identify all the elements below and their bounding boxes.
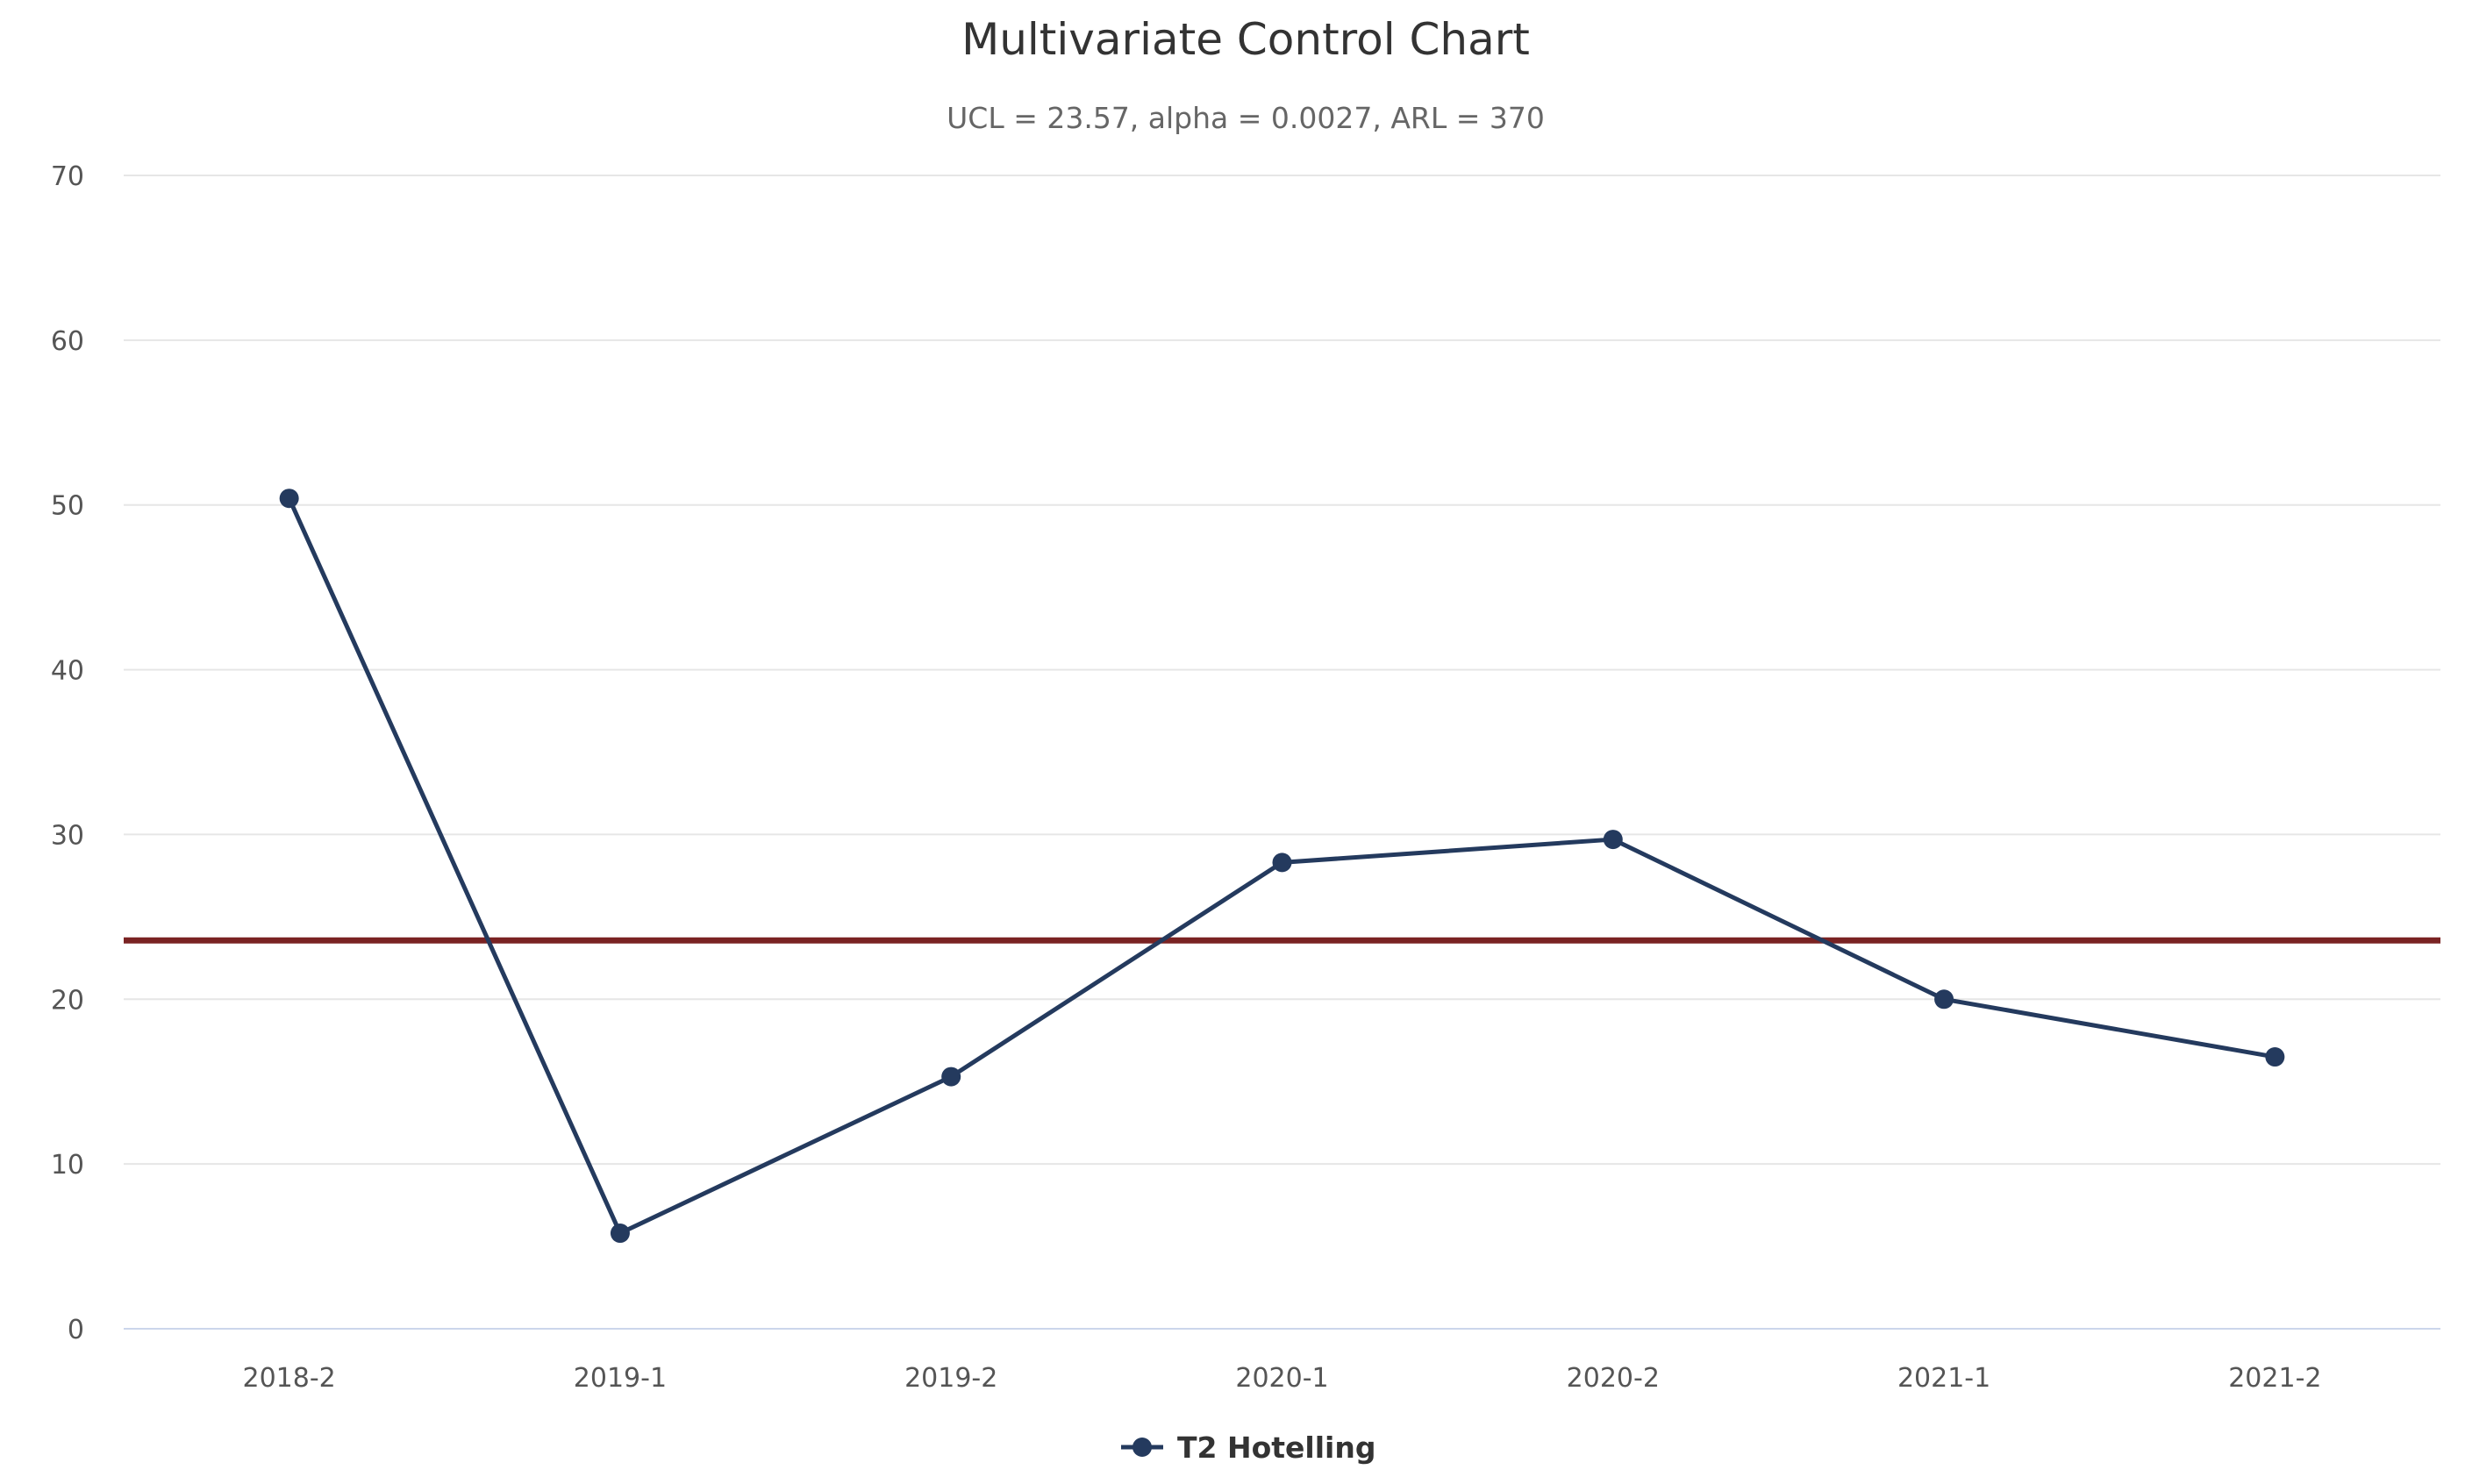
x-tick-label: 2019-2 (904, 1363, 997, 1394)
y-tick-label: 0 (68, 1315, 84, 1345)
chart-subtitle: UCL = 23.57, alpha = 0.0027, ARL = 370 (947, 101, 1545, 135)
y-tick-label: 20 (51, 985, 84, 1016)
y-grid (124, 175, 2440, 1330)
y-tick-label: 60 (51, 326, 84, 357)
chart-title: Multivariate Control Chart (961, 14, 1530, 65)
x-tick-label: 2021-1 (1897, 1363, 1990, 1394)
data-point[interactable] (1603, 830, 1623, 850)
legend[interactable]: T2 Hotelling (1121, 1430, 1375, 1465)
y-tick-label: 10 (51, 1150, 84, 1181)
series-layer (279, 489, 2285, 1244)
y-tick-label: 70 (51, 161, 84, 192)
legend-marker-icon (1132, 1438, 1152, 1457)
x-axis-ticks: 2018-2 2019-1 2019-2 2020-1 2020-2 2021-1 2021… (243, 1363, 2322, 1394)
legend-label[interactable]: T2 Hotelling (1177, 1430, 1375, 1465)
x-tick-label: 2020-2 (1567, 1363, 1660, 1394)
x-tick-label: 2019-1 (574, 1363, 667, 1394)
data-point[interactable] (1272, 853, 1292, 873)
y-axis-ticks: 0 10 20 30 40 50 60 70 (51, 161, 84, 1345)
y-tick-label: 40 (51, 656, 84, 687)
data-point[interactable] (2265, 1047, 2285, 1067)
data-point[interactable] (941, 1067, 961, 1087)
y-tick-label: 50 (51, 491, 84, 522)
y-tick-label: 30 (51, 820, 84, 851)
data-point[interactable] (1934, 989, 1954, 1010)
data-point[interactable] (610, 1224, 630, 1244)
x-tick-label: 2020-1 (1235, 1363, 1328, 1394)
data-point[interactable] (279, 489, 299, 509)
x-tick-label: 2021-2 (2228, 1363, 2321, 1394)
x-tick-label: 2018-2 (243, 1363, 336, 1394)
